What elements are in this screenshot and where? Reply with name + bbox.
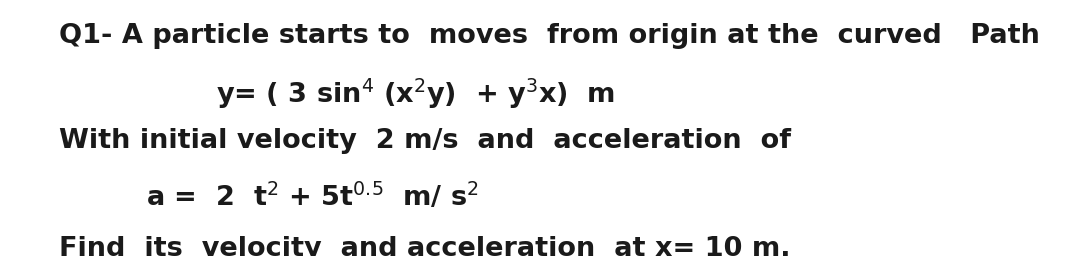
Text: Q1- A particle starts to  moves  from origin at the  curved   Path: Q1- A particle starts to moves from orig… [59, 23, 1040, 49]
Text: Find  its  velocity  and acceleration  at x= 10 m.: Find its velocity and acceleration at x=… [59, 236, 791, 256]
Text: y= ( 3 sin$^4$ (x$^2$y)  + y$^3$x)  m: y= ( 3 sin$^4$ (x$^2$y) + y$^3$x) m [216, 77, 616, 111]
Text: With initial velocity  2 m/s  and  acceleration  of: With initial velocity 2 m/s and accelera… [59, 128, 792, 154]
Text: a =  2  t$^2$ + 5t$^{0.5}$  m/ s$^2$: a = 2 t$^2$ + 5t$^{0.5}$ m/ s$^2$ [146, 182, 478, 212]
